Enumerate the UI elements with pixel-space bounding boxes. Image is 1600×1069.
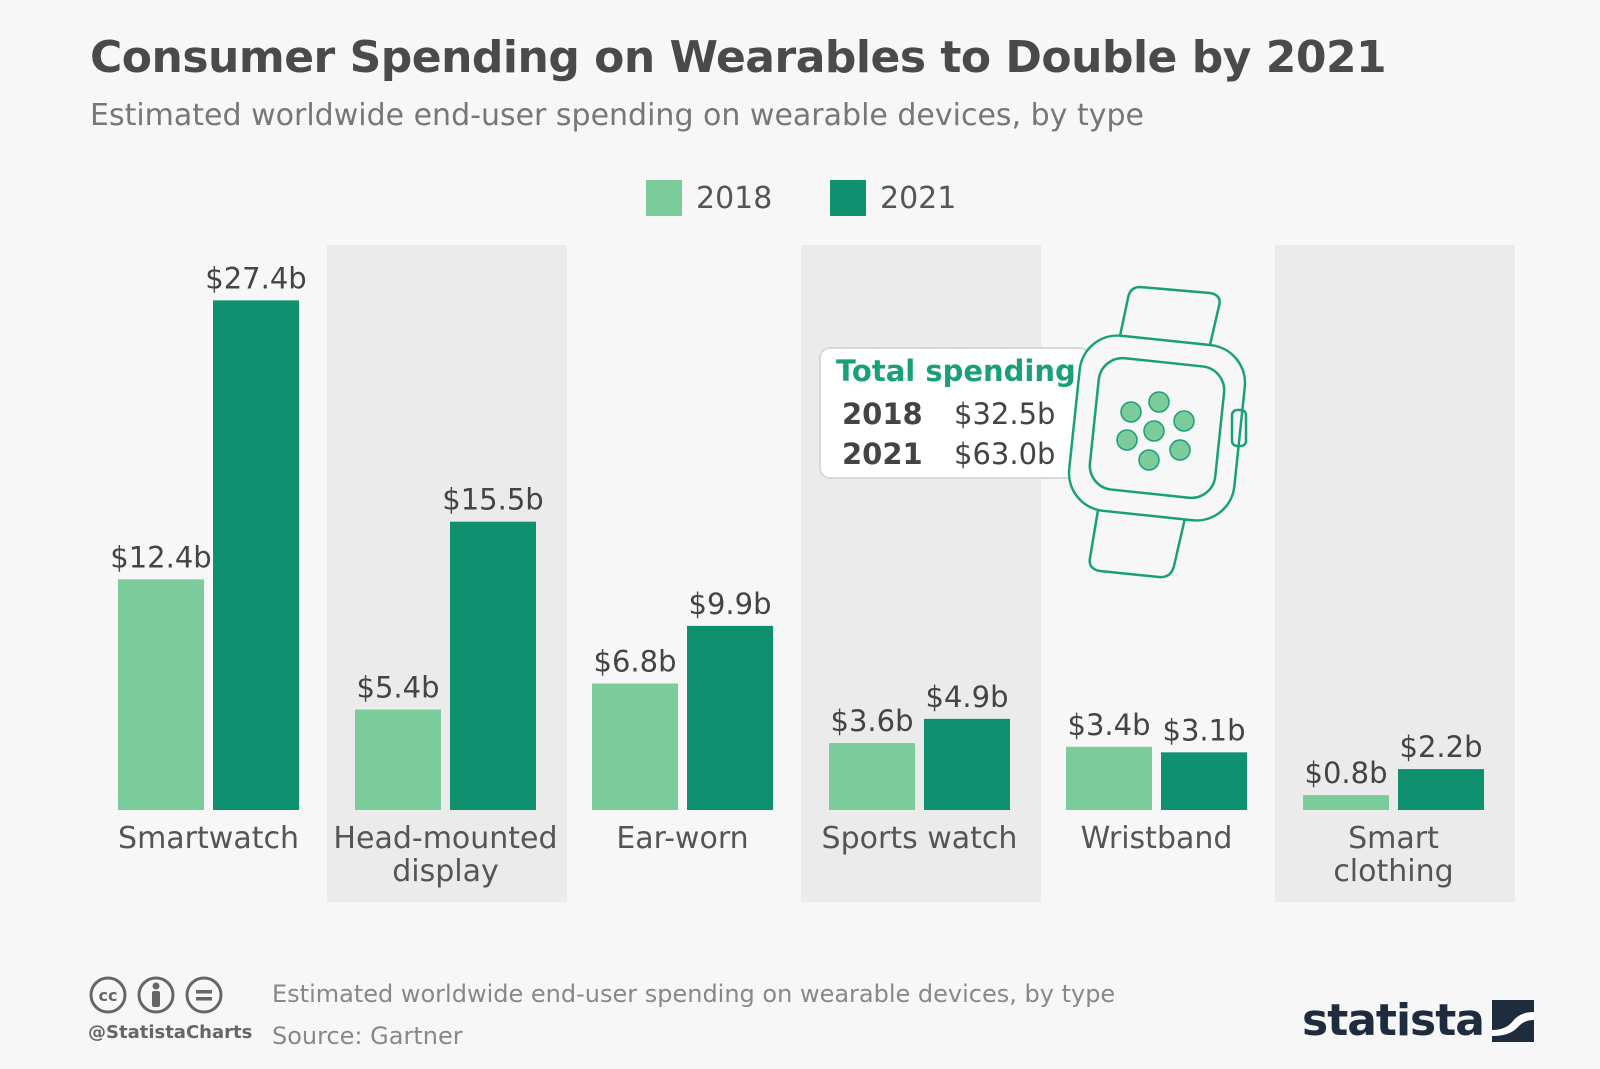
statista-logo-icon [1491, 999, 1534, 1042]
callout-value-2018: $32.5b [954, 397, 1055, 431]
license-icons: cc [88, 975, 224, 1015]
chart-title: Consumer Spending on Wearables to Double… [90, 32, 1387, 83]
data-label-head-mounted-display-2021: $15.5b [442, 483, 543, 517]
data-label-wristband-2018: $3.4b [1068, 708, 1151, 742]
data-label-sports-watch-2018: $3.6b [831, 704, 914, 738]
bar-smartwatch-2018 [118, 579, 204, 810]
bar-smart-clothing-2021 [1398, 769, 1484, 810]
cc-icon: cc [89, 976, 127, 1014]
bar-head-mounted-display-2021 [450, 521, 536, 810]
legend-label-2018: 2018 [696, 180, 773, 216]
data-label-ear-worn-2021: $9.9b [689, 587, 772, 621]
chart-subtitle: Estimated worldwide end-user spending on… [90, 98, 1144, 133]
bar-chart: $12.4b $27.4b Smartwatch $5.4b $15.5b Head-mo… [110, 245, 1515, 902]
category-label-wristband: Wristband [1081, 821, 1233, 856]
svg-text:cc: cc [99, 986, 118, 1005]
brand-wordmark: statista [1302, 995, 1485, 1046]
callout-value-2021: $63.0b [954, 437, 1055, 471]
category-label-smart-clothing-line-2: clothing [1333, 854, 1453, 889]
category-label-head-mounted-display-line-2: display [392, 854, 499, 889]
callout-year-2018: 2018 [842, 397, 923, 431]
data-label-sports-watch-2021: $4.9b [926, 680, 1009, 714]
legend-item-2021: 2021 [830, 180, 956, 216]
smartwatch-icon [1067, 285, 1248, 579]
no-derivatives-icon [185, 976, 223, 1014]
category-label-sports-watch: Sports watch [822, 821, 1018, 856]
social-handle: @StatistaCharts [88, 1022, 253, 1043]
bar-smart-clothing-2018 [1303, 795, 1389, 810]
data-label-head-mounted-display-2018: $5.4b [357, 671, 440, 705]
legend-swatch-2018 [646, 180, 682, 216]
legend-label-2021: 2021 [880, 180, 957, 216]
legend-item-2018: 2018 [646, 180, 772, 216]
bar-ear-worn-2021 [687, 625, 773, 810]
data-label-smart-clothing-2018: $0.8b [1305, 756, 1388, 790]
data-label-wristband-2021: $3.1b [1163, 713, 1246, 747]
callout-year-2021: 2021 [842, 437, 923, 471]
bar-head-mounted-display-2018 [355, 709, 441, 810]
footer-description: Estimated worldwide end-user spending on… [272, 980, 1116, 1008]
callout-heading: Total spending [836, 354, 1076, 388]
bar-sports-watch-2021 [924, 718, 1010, 810]
data-label-smartwatch-2021: $27.4b [205, 261, 306, 295]
footer-source: Source: Gartner [272, 1022, 463, 1050]
data-label-ear-worn-2018: $6.8b [594, 645, 677, 679]
category-label-smart-clothing-line-1: Smart [1348, 821, 1439, 856]
total-spending-callout: Total spending 2018 $32.5b 2021 $63.0b [819, 347, 1091, 479]
category-label-ear-worn: Ear-worn [616, 821, 748, 856]
statista-logo[interactable]: statista [1302, 995, 1534, 1046]
bar-ear-worn-2018 [592, 683, 678, 810]
data-label-smart-clothing-2021: $2.2b [1400, 730, 1483, 764]
data-label-smartwatch-2018: $12.4b [110, 540, 211, 574]
bar-smartwatch-2021 [213, 300, 299, 810]
legend-swatch-2021 [830, 180, 866, 216]
bar-wristband-2018 [1066, 746, 1152, 810]
bar-wristband-2021 [1161, 752, 1247, 810]
bar-sports-watch-2018 [829, 743, 915, 810]
category-label-head-mounted-display-line-1: Head-mounted [333, 821, 557, 856]
attribution-icon [137, 976, 175, 1014]
category-label-smartwatch: Smartwatch [118, 821, 299, 856]
